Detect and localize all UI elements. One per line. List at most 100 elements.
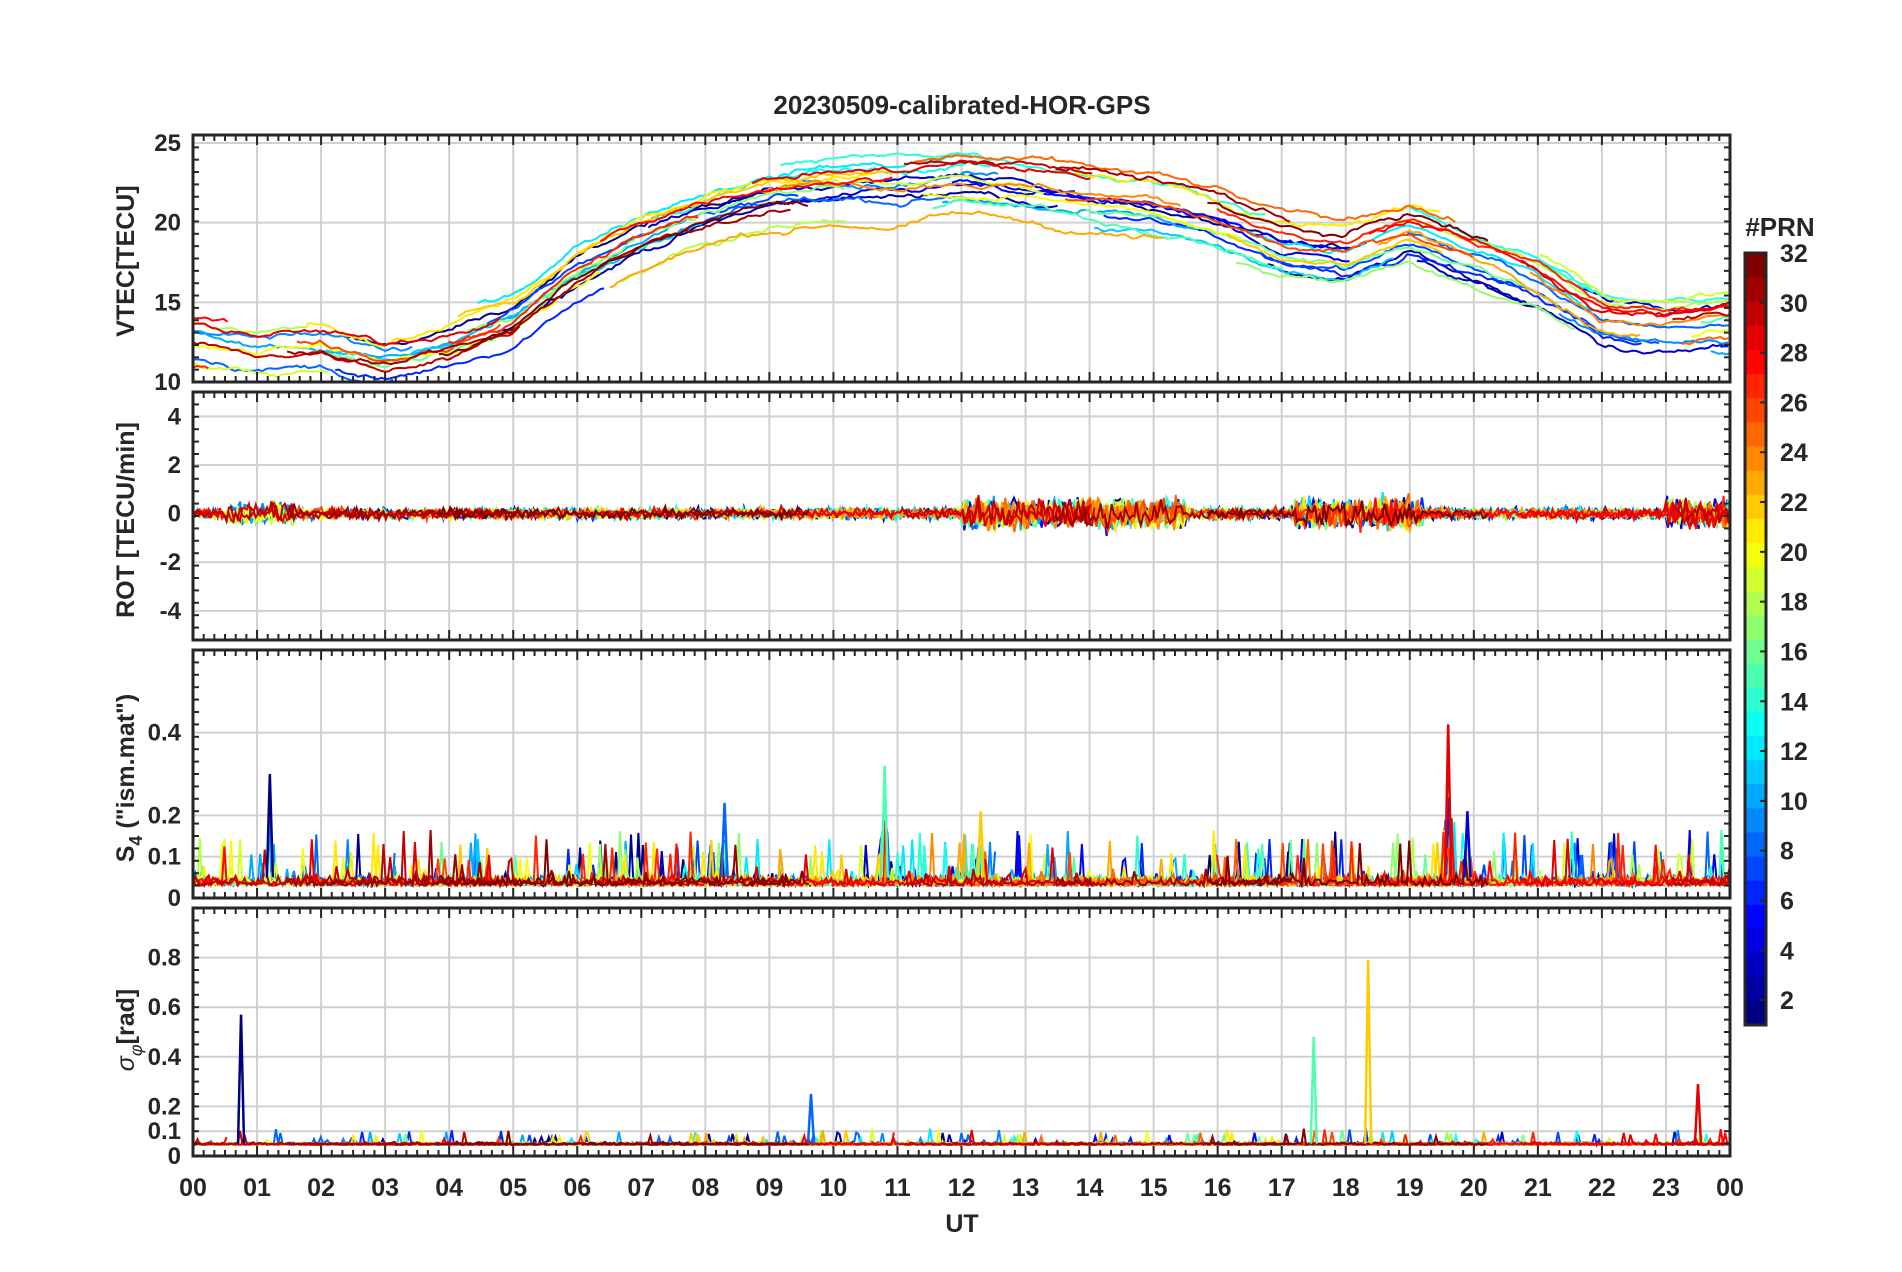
vtec-series-prn-9 — [193, 330, 413, 352]
s4-ylabel-sub: 4 — [126, 836, 146, 846]
rot-series-prn-30 — [1671, 497, 1730, 524]
x-tick-label: 01 — [243, 1174, 271, 1202]
x-tick-label: 14 — [1076, 1174, 1104, 1202]
s4-peak — [1463, 811, 1472, 878]
vtec-ytick-label: 10 — [154, 369, 181, 396]
colorbar-segment — [1745, 325, 1766, 350]
colorbar-segment — [1745, 373, 1766, 399]
x-tick-label: 02 — [307, 1174, 335, 1202]
s4-ylabel-rest: ("ism.mat") — [112, 694, 140, 836]
vtec-series-prn-6 — [335, 287, 605, 381]
vtec-ytick-label: 20 — [154, 210, 181, 237]
colorbar-segment — [1745, 421, 1766, 447]
sigma_phi-series-prn-30 — [1672, 1141, 1729, 1146]
vtec-series-prn-27 — [1216, 207, 1729, 313]
x-tick-labels: 00 01 02 03 04 05 06 07 08 09 10 11 12 13 14 15 16 17 18 19… — [179, 1174, 1744, 1202]
sigma-phi-panel: 00.10.2 0.4 0.6 0.8 — [148, 906, 1732, 1170]
colorbar-tick-label: 8 — [1780, 838, 1794, 866]
vtec-series-prn-20 — [923, 193, 1243, 241]
s4-peak — [720, 802, 729, 878]
vtec-series-prn-12 — [1245, 224, 1593, 312]
vtec-ytick-label: 25 — [154, 130, 181, 157]
vtec-ylabel: VTEC[TECU] — [112, 185, 140, 336]
vtec-series-prn-30 — [193, 325, 521, 373]
sigma-phi-ylabel-rest: [rad] — [112, 989, 140, 1045]
x-tick-label: 03 — [371, 1174, 399, 1202]
rot-series-prn-32 — [438, 503, 810, 522]
x-axis-label: UT — [945, 1210, 978, 1238]
rot-ytick-label: -2 — [160, 549, 181, 576]
x-tick-label: 16 — [1204, 1174, 1232, 1202]
s4-series-prn-30 — [1671, 874, 1730, 888]
rot-series-prn-29 — [1519, 499, 1730, 530]
colorbar-segment — [1745, 397, 1766, 423]
s4-peak — [880, 765, 889, 878]
colorbar-segment — [1745, 277, 1766, 302]
x-tick-label: 11 — [884, 1174, 911, 1202]
colorbar-tick-label: 10 — [1780, 788, 1808, 816]
colorbar-tick-label: 2 — [1780, 987, 1794, 1015]
x-tick-label: 07 — [627, 1174, 655, 1202]
colorbar-tick-label: 12 — [1780, 738, 1808, 766]
colorbar-tick-label: 30 — [1780, 290, 1808, 318]
colorbar-tick-label: 4 — [1780, 937, 1794, 965]
colorbar-segment — [1745, 518, 1766, 543]
vtec-series-prn-29 — [751, 159, 1091, 185]
vtec-series-prn-20 — [1691, 328, 1730, 339]
sigma_phi-ytick-label: 0.1 — [148, 1118, 181, 1145]
vtec-series-prn-31 — [286, 208, 791, 366]
colorbar-segment — [1745, 832, 1766, 857]
vtec-series-prn-22 — [457, 170, 893, 318]
vtec-series-prn-23 — [1377, 229, 1640, 338]
sigma_phi-ytick-label: 0.4 — [148, 1044, 182, 1071]
vtec-series-prn-4 — [1568, 280, 1730, 313]
rot-ylabel: ROT [TECU/min] — [112, 422, 140, 618]
sigma_phi-ytick-label: 0 — [168, 1143, 181, 1170]
sigma_phi-peak — [1309, 1036, 1318, 1144]
vtec-series-prn-29 — [193, 316, 502, 347]
s4-panel: 0 0.1 0.2 0.4 — [148, 648, 1732, 912]
vtec-series-prn-22 — [1226, 232, 1443, 267]
rot-series-prn-32 — [1206, 500, 1489, 530]
vtec-series-prn-27 — [193, 364, 209, 370]
x-tick-label: 12 — [948, 1174, 976, 1202]
x-tick-label: 23 — [1652, 1174, 1680, 1202]
x-tick-label: 22 — [1588, 1174, 1616, 1202]
sigma_phi-ytick-label: 0.2 — [148, 1093, 181, 1120]
colorbar-tick-label: 20 — [1780, 539, 1808, 567]
sigma_phi-series-prn-32 — [1207, 1128, 1488, 1146]
rot-ytick-label: 0 — [168, 501, 181, 528]
x-tick-label: 18 — [1332, 1174, 1360, 1202]
chart-title: 20230509-calibrated-HOR-GPS — [773, 90, 1150, 120]
sigma-phi-ylabel: σφ[rad] — [112, 989, 146, 1071]
colorbar-segment — [1745, 735, 1766, 761]
colorbar-tick-label: 24 — [1780, 439, 1808, 467]
vtec-series-prn-30 — [1672, 311, 1730, 321]
colorbar-segment — [1745, 1000, 1766, 1026]
s4-series — [193, 724, 1730, 890]
colorbar-segment — [1745, 976, 1766, 1002]
x-tick-label: 21 — [1524, 1174, 1552, 1202]
vtec-series-prn-17 — [1236, 261, 1575, 331]
vtec-series-prn-28 — [1368, 220, 1730, 318]
vtec-series-prn-26 — [1064, 197, 1474, 258]
colorbar-segment — [1745, 663, 1766, 688]
vtec-series-prn-21 — [306, 172, 876, 348]
vtec-series-prn-31 — [1055, 165, 1291, 223]
s4-series-prn-31 — [1054, 868, 1292, 889]
colorbar-frame — [1743, 251, 1768, 1027]
vtec-panel: 10 15 20 25 — [154, 130, 1732, 396]
vtec-series-prn-28 — [599, 176, 893, 243]
vtec-series-prn-30 — [903, 160, 1093, 175]
s4-series-prn-32 — [1206, 840, 1489, 889]
vtec-series-prn-13 — [628, 160, 991, 227]
vtec-series-prn-5 — [1720, 345, 1729, 348]
colorbar-tick-label: 16 — [1780, 638, 1808, 666]
rot-ytick-label: -4 — [160, 598, 182, 625]
colorbar-segment — [1745, 807, 1766, 833]
rot-series — [193, 491, 1730, 537]
s4-ylabel-main: S — [112, 846, 140, 863]
x-tick-label: 19 — [1396, 1174, 1424, 1202]
